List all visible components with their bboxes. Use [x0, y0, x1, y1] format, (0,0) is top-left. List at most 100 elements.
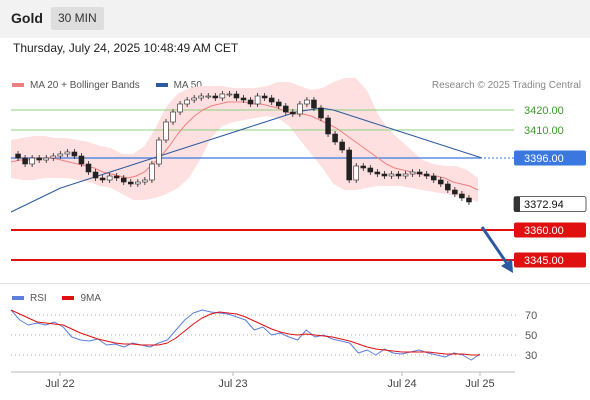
candle-body: [36, 157, 42, 161]
candle-body: [120, 177, 127, 183]
candle-body: [275, 101, 282, 107]
candle-body: [163, 121, 169, 141]
time-tick-label: Jul 25: [465, 378, 494, 390]
candle-body: [29, 157, 35, 165]
time-tick-label: Jul 23: [218, 378, 247, 390]
candle-body: [184, 99, 190, 105]
candle-body: [233, 93, 240, 99]
rsi-tick-label: 30: [525, 350, 537, 362]
legend-rsi-ma-label: 9MA: [80, 293, 102, 304]
main-chart-layer: 3420.00 3410.00 3396.00 3372.94 3360.00 3345.…: [10, 78, 587, 273]
legend-ma50-label: MA 50: [173, 80, 202, 91]
candle-body: [445, 183, 451, 191]
legend-item-ma50: MA 50: [155, 80, 202, 91]
candle-body: [261, 95, 268, 99]
candle-body: [339, 141, 345, 151]
candle-body: [135, 181, 141, 185]
candle-body: [57, 153, 64, 157]
candle-body: [149, 163, 155, 181]
rsi-chart-layer: 70 50 30: [10, 309, 537, 362]
time-tick-label: Jul 22: [45, 378, 74, 390]
candle-body: [113, 175, 120, 179]
research-credit: Research © 2025 Trading Central: [431, 80, 581, 91]
candle-body: [283, 105, 289, 113]
candle-body: [99, 177, 106, 181]
legend-item-rsi: RSI: [12, 293, 47, 304]
candle-body: [402, 173, 409, 177]
price-label: 3360.00: [524, 225, 564, 237]
candle-body: [416, 171, 423, 175]
candle-body: [128, 181, 134, 185]
price-label: 3420.00: [524, 105, 564, 117]
rsi-tick-label: 50: [525, 330, 537, 342]
candle-body: [381, 173, 388, 177]
candle-body: [409, 171, 416, 175]
candle-body: [71, 151, 78, 157]
candle-body: [92, 171, 99, 179]
candle-body: [360, 165, 367, 169]
candle-body: [85, 163, 92, 173]
candle-body: [247, 99, 254, 105]
legend-rsi-label: RSI: [30, 293, 47, 304]
candle-body: [78, 155, 85, 165]
candle-body: [15, 153, 21, 159]
candle-body: [318, 107, 324, 119]
candle-body: [353, 165, 359, 181]
legend-item-rsi-ma: 9MA: [62, 293, 101, 304]
candle-body: [226, 93, 233, 96]
last-price-marker: [514, 196, 520, 212]
rsi-swatch: [12, 296, 24, 301]
chart-datetime: Thursday, July 24, 2025 10:48:49 AM CET: [13, 41, 239, 55]
ma50-line: [10, 107, 483, 213]
time-tick-label: Jul 24: [387, 378, 416, 390]
candle-body: [142, 179, 148, 183]
candle-body: [459, 193, 465, 199]
candle-body: [325, 117, 331, 135]
candle-body: [332, 133, 338, 143]
bollinger-band: [11, 78, 478, 202]
candle-body: [156, 139, 162, 165]
price-label: 3410.00: [524, 125, 564, 137]
candle-body: [43, 157, 49, 161]
candle-body: [367, 167, 374, 173]
forecast-arrow-head: [501, 259, 513, 273]
panel-divider: [0, 283, 590, 284]
candle-body: [290, 111, 296, 115]
candle-body: [297, 103, 303, 115]
price-label: 3396.00: [524, 153, 564, 165]
candle-body: [452, 189, 458, 195]
rsi-legend: RSI 9MA: [12, 293, 114, 304]
candle-body: [212, 95, 219, 99]
price-tag-3396.00: [514, 150, 586, 166]
timeframe-badge[interactable]: 30 MIN: [51, 7, 104, 30]
legend-ma20-label: MA 20 + Bollinger Bands: [30, 80, 140, 91]
candle-body: [268, 97, 275, 103]
time-axis-layer: Jul 22 Jul 23 Jul 24 Jul 25: [11, 371, 515, 390]
candle-body: [50, 155, 57, 159]
price-label: 3345.00: [524, 255, 564, 267]
price-tag-3345.00: [514, 252, 586, 268]
candle-body: [205, 95, 212, 98]
candle-body: [466, 197, 472, 203]
candle-body: [374, 171, 381, 175]
main-legend: MA 20 + Bollinger Bands MA 50: [12, 80, 215, 91]
candle-body: [219, 93, 226, 99]
ma50-swatch: [155, 83, 168, 88]
candle-body: [430, 175, 437, 181]
candle-body: [304, 99, 310, 105]
legend-item-ma20: MA 20 + Bollinger Bands: [12, 80, 140, 91]
candle-body: [388, 173, 395, 177]
candle-body: [395, 173, 402, 177]
price-tag-3360.00: [514, 222, 586, 238]
header-bar: Gold 30 MIN: [0, 0, 590, 38]
instrument-title: Gold: [11, 10, 43, 26]
ma20-swatch: [12, 83, 24, 88]
price-label: 3372.94: [524, 199, 564, 211]
candle-body: [198, 95, 204, 99]
candle-body: [177, 103, 183, 113]
rsi-tick-label: 70: [525, 310, 537, 322]
rsi-line: [10, 309, 481, 361]
candle-body: [191, 97, 197, 101]
candle-body: [311, 99, 317, 109]
